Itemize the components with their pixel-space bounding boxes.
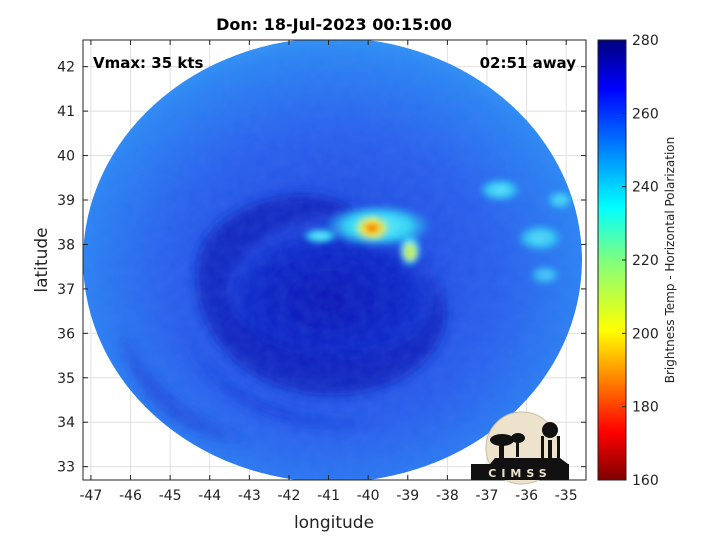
y-tick-label: 36 bbox=[57, 326, 75, 342]
colorbar-tick-label: 240 bbox=[632, 180, 659, 196]
colorbar: 160 180 200 220 240 260 280 Brightness Temp - … bbox=[597, 33, 677, 489]
x-tick-label: -47 bbox=[79, 488, 102, 504]
x-tick-label: -40 bbox=[357, 488, 380, 504]
colorbar-ticks: 160 180 200 220 240 260 280 bbox=[622, 33, 659, 489]
colorbar-tick-label: 280 bbox=[632, 33, 659, 49]
colorbar-gradient bbox=[597, 39, 627, 481]
colorbar-label: Brightness Temp - Horizontal Polarizatio… bbox=[663, 137, 677, 384]
x-tick-label: -46 bbox=[119, 488, 142, 504]
colorbar-tick-label: 180 bbox=[632, 400, 659, 416]
colorbar-tick-label: 160 bbox=[632, 473, 659, 489]
y-tick-label: 39 bbox=[57, 193, 75, 209]
y-tick-label: 38 bbox=[57, 237, 75, 253]
y-tick-label: 34 bbox=[57, 415, 75, 431]
y-axis-ticks: 33 34 35 36 37 38 39 40 41 42 bbox=[57, 60, 586, 476]
y-tick-label: 42 bbox=[57, 60, 75, 76]
x-tick-label: -44 bbox=[198, 488, 221, 504]
y-tick-label: 40 bbox=[57, 149, 75, 165]
brightness-temp-swath bbox=[83, 40, 583, 480]
x-tick-label: -42 bbox=[278, 488, 301, 504]
logo-text: CIMSS bbox=[488, 467, 551, 480]
vmax-annotation: Vmax: 35 kts bbox=[93, 54, 203, 72]
x-tick-label: -35 bbox=[555, 488, 578, 504]
y-tick-label: 35 bbox=[57, 371, 75, 387]
y-axis-label: latitude bbox=[32, 227, 52, 292]
colorbar-tick-label: 260 bbox=[632, 106, 659, 122]
x-axis-ticks: -47 -46 -45 -44 -43 -42 -41 -40 -39 -38 -37 -36 -35 bbox=[79, 40, 578, 504]
x-axis-label: longitude bbox=[294, 513, 374, 533]
colorbar-tick-label: 200 bbox=[632, 326, 659, 342]
y-tick-label: 37 bbox=[57, 282, 75, 298]
x-tick-label: -39 bbox=[396, 488, 419, 504]
x-tick-label: -43 bbox=[238, 488, 261, 504]
x-tick-label: -36 bbox=[515, 488, 538, 504]
cimss-logo: CIMSS bbox=[471, 411, 569, 485]
y-tick-label: 33 bbox=[57, 460, 75, 476]
chart-title: Don: 18-Jul-2023 00:15:00 bbox=[216, 15, 452, 34]
colorbar-tick-label: 220 bbox=[632, 253, 659, 269]
x-tick-label: -38 bbox=[436, 488, 459, 504]
x-tick-label: -45 bbox=[159, 488, 182, 504]
logo-figures bbox=[490, 422, 568, 464]
time-offset-annotation: 02:51 away bbox=[480, 54, 577, 72]
x-tick-label: -37 bbox=[476, 488, 499, 504]
logo-banner bbox=[471, 464, 569, 480]
y-tick-label: 41 bbox=[57, 104, 75, 120]
x-tick-label: -41 bbox=[317, 488, 340, 504]
